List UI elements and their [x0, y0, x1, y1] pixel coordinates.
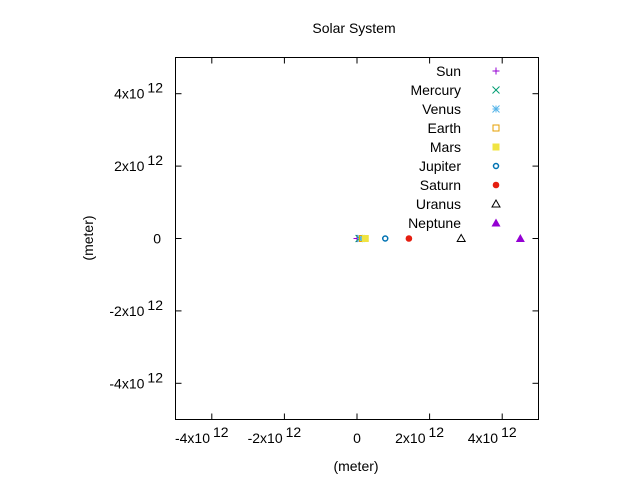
legend-label-mars: Mars	[430, 139, 461, 155]
y-axis-label: (meter)	[80, 215, 96, 260]
legend-marker-venus	[492, 105, 500, 113]
y-tick-label: 2x10 12	[114, 152, 163, 174]
legend-label-mercury: Mercury	[410, 82, 461, 98]
axes: -4x10 12 -2x10 12 0 2x10 12 4x10 12 4x10 12 2x10 12 0…	[109, 57, 539, 446]
point-uranus	[456, 233, 467, 242]
legend-label-venus: Venus	[422, 101, 461, 117]
x-tick-label: 0	[353, 430, 361, 446]
legend-marker-mars	[492, 143, 500, 151]
point-neptune	[515, 234, 525, 242]
legend-marker-saturn	[492, 181, 500, 189]
y-tick-label: 0	[153, 231, 161, 247]
legend-marker-neptune	[491, 218, 501, 227]
x-tick-label: -2x10 12	[248, 424, 302, 446]
legend-marker-uranus	[491, 198, 501, 208]
legend-label-earth: Earth	[428, 120, 461, 136]
x-tick-label: -4x10 12	[175, 424, 229, 446]
legend-label-sun: Sun	[436, 63, 461, 79]
y-tick-label: -4x10 12	[109, 369, 163, 391]
legend-marker-mercury	[492, 86, 500, 94]
legend-label-neptune: Neptune	[408, 215, 461, 231]
legend-label-saturn: Saturn	[420, 177, 461, 193]
x-tick-label: 4x10 12	[468, 424, 517, 446]
legend-marker-earth	[492, 124, 500, 132]
chart-title: Solar System	[312, 20, 395, 36]
point-jupiter	[381, 235, 389, 242]
point-saturn	[405, 235, 413, 242]
legend-label-uranus: Uranus	[416, 196, 461, 212]
data-points	[353, 233, 525, 243]
x-tick-label: 2x10 12	[395, 424, 444, 446]
legend-marker-jupiter	[492, 162, 500, 170]
legend-label-jupiter: Jupiter	[419, 158, 461, 174]
x-axis-label: (meter)	[333, 458, 378, 474]
y-tick-label: -2x10 12	[109, 297, 163, 319]
point-mars	[361, 235, 369, 242]
y-tick-label: 4x10 12	[114, 80, 163, 102]
legend: Sun Mercury Venus Earth Mars Jupiter Saturn Ura…	[408, 63, 501, 231]
legend-marker-sun	[492, 67, 500, 75]
